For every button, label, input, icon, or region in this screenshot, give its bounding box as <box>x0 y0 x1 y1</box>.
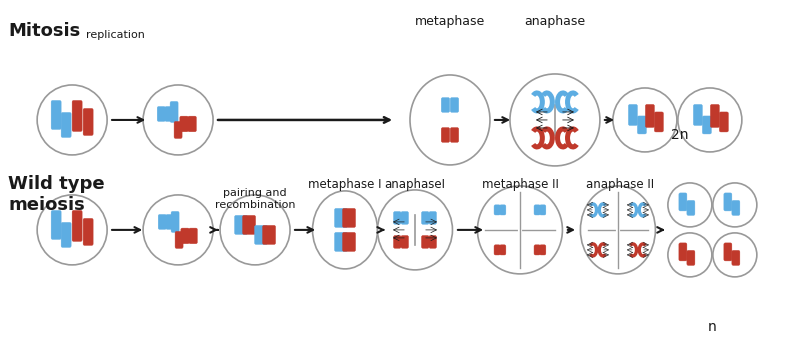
FancyBboxPatch shape <box>719 112 728 132</box>
FancyBboxPatch shape <box>710 104 719 127</box>
FancyBboxPatch shape <box>499 245 506 255</box>
FancyBboxPatch shape <box>539 205 546 215</box>
FancyBboxPatch shape <box>494 205 500 215</box>
FancyBboxPatch shape <box>401 212 409 224</box>
Text: metaphase I: metaphase I <box>308 178 382 191</box>
FancyBboxPatch shape <box>174 121 182 139</box>
FancyBboxPatch shape <box>334 233 347 251</box>
FancyBboxPatch shape <box>394 236 401 248</box>
FancyBboxPatch shape <box>175 232 183 248</box>
Text: 2n: 2n <box>671 128 689 142</box>
FancyBboxPatch shape <box>702 116 711 134</box>
FancyBboxPatch shape <box>394 212 401 224</box>
FancyBboxPatch shape <box>450 128 458 142</box>
FancyBboxPatch shape <box>629 104 638 125</box>
FancyBboxPatch shape <box>429 212 437 224</box>
FancyBboxPatch shape <box>342 209 355 227</box>
FancyBboxPatch shape <box>422 236 429 248</box>
FancyBboxPatch shape <box>165 106 173 121</box>
FancyBboxPatch shape <box>442 98 450 112</box>
Text: metaphase: metaphase <box>415 15 485 28</box>
FancyBboxPatch shape <box>51 211 61 239</box>
Text: Mitosis: Mitosis <box>8 22 81 40</box>
Text: n: n <box>707 320 716 334</box>
FancyBboxPatch shape <box>61 222 71 247</box>
FancyBboxPatch shape <box>51 100 61 129</box>
FancyBboxPatch shape <box>687 200 695 215</box>
FancyBboxPatch shape <box>166 215 174 230</box>
FancyBboxPatch shape <box>170 101 178 122</box>
Text: Wild type
meiosis: Wild type meiosis <box>8 175 105 214</box>
FancyBboxPatch shape <box>158 215 166 230</box>
FancyBboxPatch shape <box>534 245 540 255</box>
FancyBboxPatch shape <box>687 250 695 265</box>
FancyBboxPatch shape <box>494 245 500 255</box>
FancyBboxPatch shape <box>334 209 347 227</box>
FancyBboxPatch shape <box>732 200 740 215</box>
FancyBboxPatch shape <box>429 236 437 248</box>
Ellipse shape <box>510 74 600 166</box>
Ellipse shape <box>378 190 453 270</box>
FancyBboxPatch shape <box>83 108 93 136</box>
FancyBboxPatch shape <box>654 112 663 132</box>
FancyBboxPatch shape <box>534 205 540 215</box>
FancyBboxPatch shape <box>422 212 429 224</box>
FancyBboxPatch shape <box>242 215 255 234</box>
FancyBboxPatch shape <box>188 116 196 132</box>
FancyBboxPatch shape <box>694 104 702 125</box>
FancyBboxPatch shape <box>638 116 646 134</box>
Text: anaphase II: anaphase II <box>586 178 654 191</box>
FancyBboxPatch shape <box>724 193 732 211</box>
FancyBboxPatch shape <box>234 215 247 234</box>
FancyBboxPatch shape <box>180 116 188 132</box>
Ellipse shape <box>313 191 378 269</box>
Ellipse shape <box>581 186 655 274</box>
FancyBboxPatch shape <box>72 100 82 131</box>
FancyBboxPatch shape <box>401 236 409 248</box>
FancyBboxPatch shape <box>646 104 654 127</box>
FancyBboxPatch shape <box>679 193 687 211</box>
Text: pairing and
recombination: pairing and recombination <box>215 188 295 210</box>
Ellipse shape <box>410 75 490 165</box>
Text: anaphaseI: anaphaseI <box>385 178 446 191</box>
FancyBboxPatch shape <box>158 106 166 121</box>
FancyBboxPatch shape <box>732 250 740 265</box>
FancyBboxPatch shape <box>262 225 275 244</box>
Ellipse shape <box>478 186 562 274</box>
FancyBboxPatch shape <box>342 233 355 251</box>
FancyBboxPatch shape <box>83 218 93 245</box>
Text: replication: replication <box>86 30 145 40</box>
FancyBboxPatch shape <box>442 128 450 142</box>
Text: anaphase: anaphase <box>524 15 586 28</box>
FancyBboxPatch shape <box>499 205 506 215</box>
Text: metaphase II: metaphase II <box>482 178 558 191</box>
FancyBboxPatch shape <box>61 113 71 138</box>
FancyBboxPatch shape <box>254 225 267 244</box>
FancyBboxPatch shape <box>171 211 179 233</box>
FancyBboxPatch shape <box>679 243 687 261</box>
FancyBboxPatch shape <box>724 243 732 261</box>
FancyBboxPatch shape <box>72 211 82 241</box>
FancyBboxPatch shape <box>189 228 198 244</box>
FancyBboxPatch shape <box>181 228 190 244</box>
FancyBboxPatch shape <box>450 98 458 112</box>
FancyBboxPatch shape <box>539 245 546 255</box>
